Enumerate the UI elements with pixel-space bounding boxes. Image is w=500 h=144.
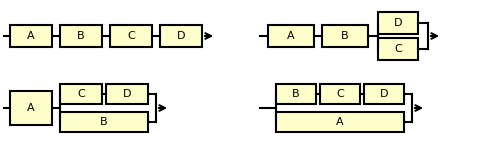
Text: B: B — [100, 117, 108, 127]
Text: C: C — [336, 89, 344, 99]
Bar — [60, 25, 102, 47]
Text: A: A — [27, 103, 35, 113]
Bar — [378, 12, 418, 34]
Text: D: D — [123, 89, 131, 99]
Text: B: B — [292, 89, 300, 99]
Bar — [322, 25, 368, 47]
Bar — [10, 25, 52, 47]
Text: C: C — [127, 31, 135, 41]
Text: A: A — [336, 117, 344, 127]
Bar — [378, 38, 418, 60]
Text: B: B — [77, 31, 85, 41]
Bar — [268, 25, 314, 47]
Text: D: D — [394, 18, 402, 28]
Text: A: A — [287, 31, 295, 41]
Bar — [60, 112, 148, 132]
Bar — [320, 84, 360, 104]
Bar — [60, 84, 102, 104]
Bar — [160, 25, 202, 47]
Bar — [110, 25, 152, 47]
Bar — [276, 84, 316, 104]
Text: B: B — [341, 31, 349, 41]
Text: C: C — [77, 89, 85, 99]
Text: A: A — [27, 31, 35, 41]
Bar — [276, 112, 404, 132]
Text: D: D — [177, 31, 185, 41]
Bar — [364, 84, 404, 104]
Text: D: D — [380, 89, 388, 99]
Bar — [106, 84, 148, 104]
Bar — [10, 91, 52, 125]
Text: C: C — [394, 44, 402, 54]
